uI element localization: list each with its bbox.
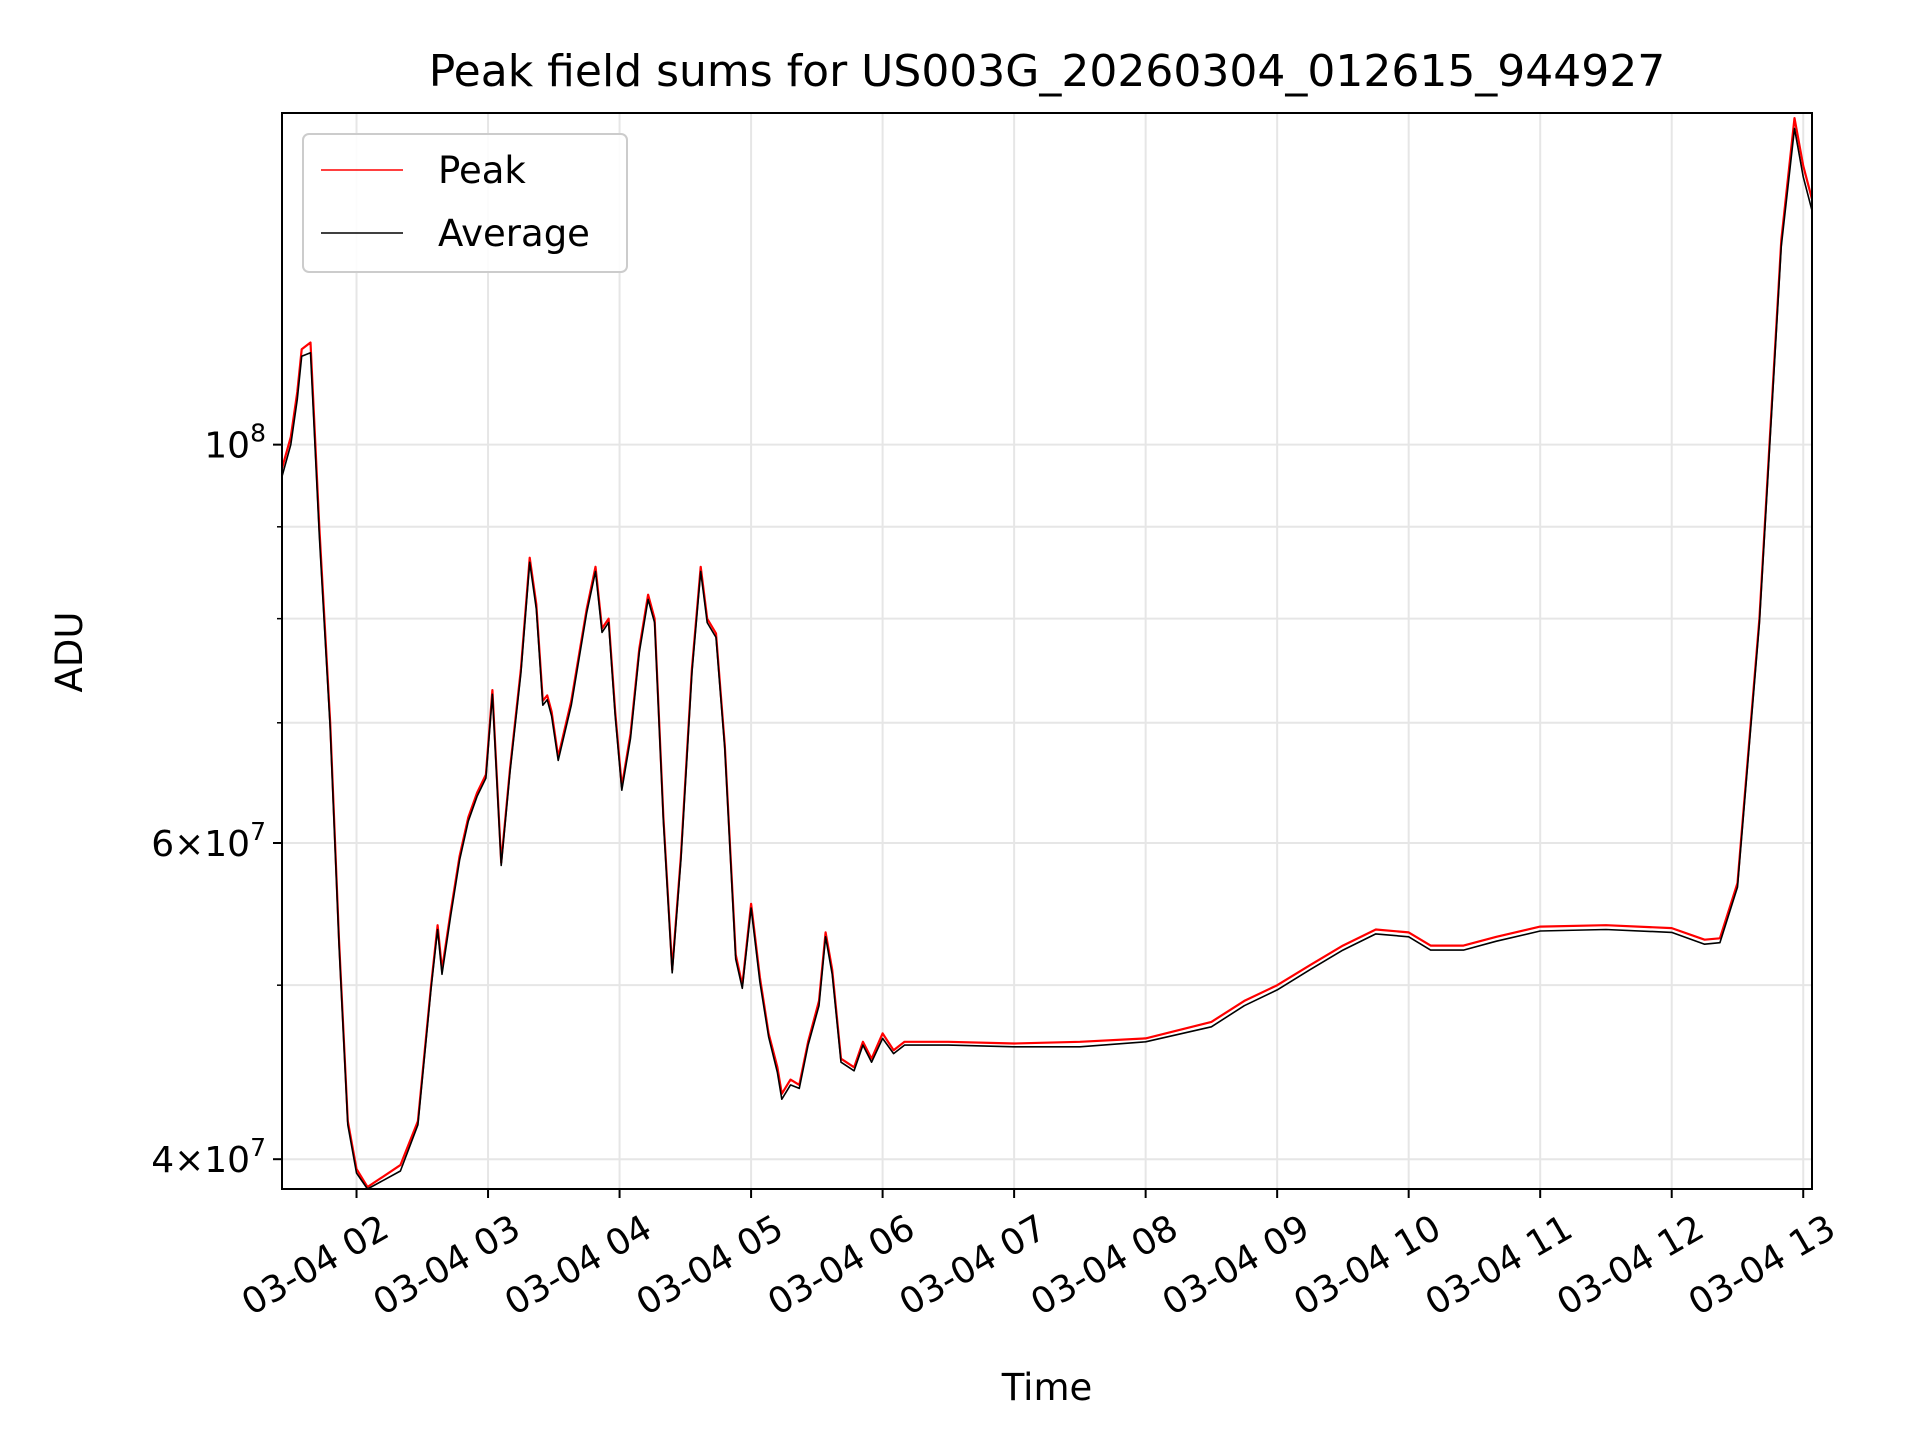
- chart-title: Peak field sums for US003G_20260304_0126…: [429, 46, 1666, 97]
- y-axis: 4×107 6×107 108: [151, 419, 282, 1181]
- y-axis-label: ADU: [48, 612, 91, 693]
- x-axis-label: Time: [1001, 1366, 1093, 1409]
- plot-frame: [281, 112, 1813, 1190]
- legend-label-peak: Peak: [438, 149, 526, 192]
- legend: Peak Average: [302, 133, 628, 273]
- legend-label-average: Average: [438, 212, 590, 255]
- legend-box: [302, 133, 628, 273]
- series-line-average: [281, 127, 1813, 1190]
- y-tick-label: 6×107: [151, 817, 266, 865]
- y-tick-label: 4×107: [151, 1133, 266, 1181]
- series-layer: [280, 116, 1814, 1190]
- y-tick-label: 108: [204, 419, 266, 467]
- grid: [282, 113, 1812, 1189]
